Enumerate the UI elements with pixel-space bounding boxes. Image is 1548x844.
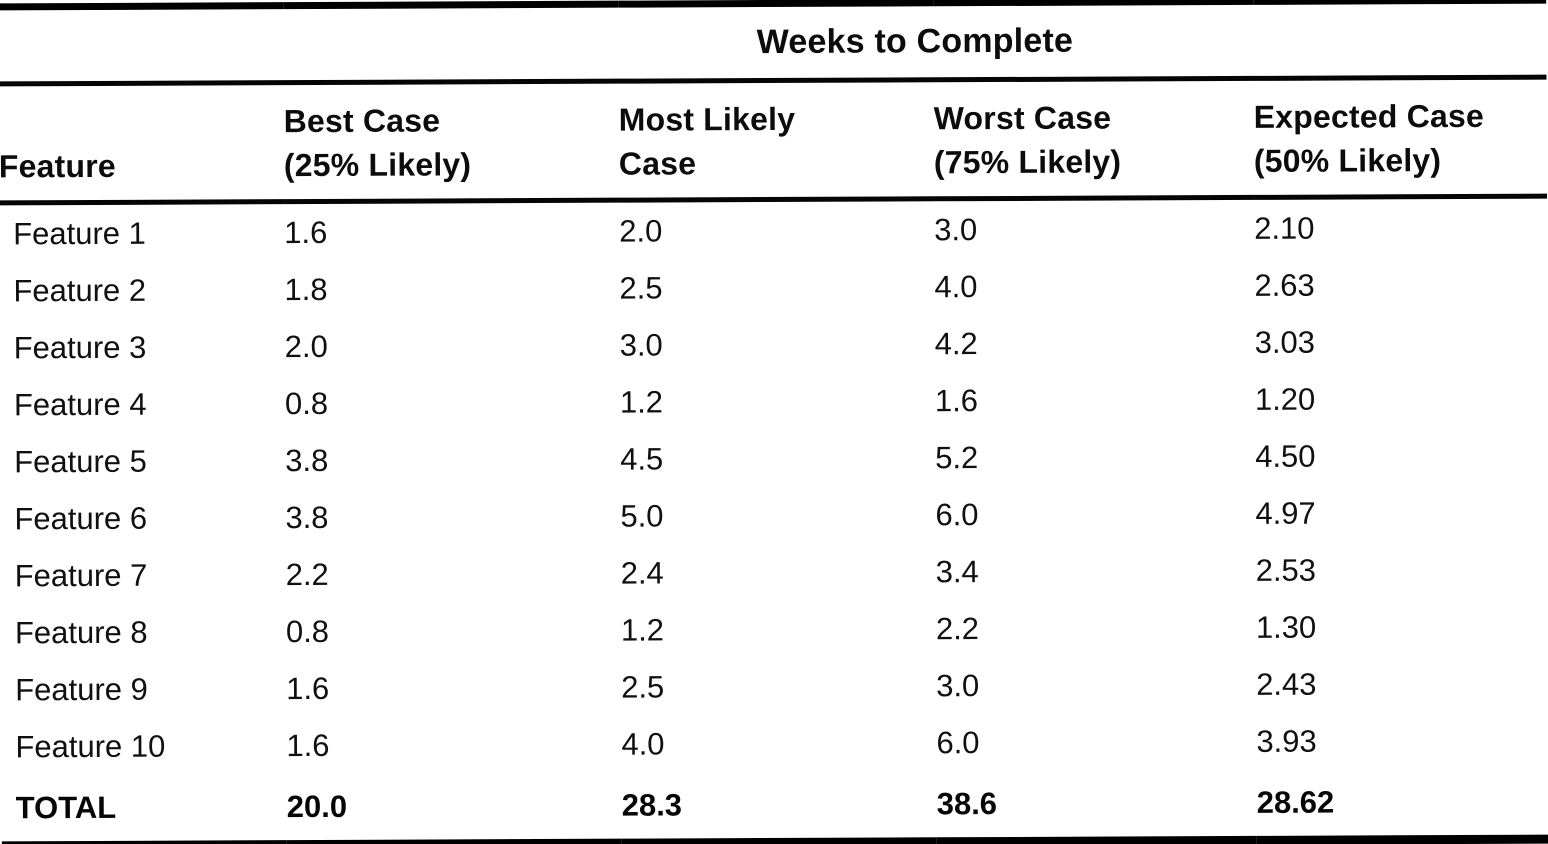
expected-case-cell: 3.03 xyxy=(1254,324,1316,360)
table-row: Feature 2 1.8 2.5 4.0 2.63 xyxy=(0,256,1548,320)
feature-cell: Feature 10 xyxy=(15,728,166,764)
most-likely-cell: 1.2 xyxy=(619,383,664,420)
most-likely-cell: 4.5 xyxy=(620,440,664,477)
total-expected-case-cell: 28.62 xyxy=(1256,768,1548,841)
expected-case-cell: 1.30 xyxy=(1255,609,1317,645)
column-header-label: Worst Case xyxy=(933,99,1112,137)
column-header-label: Feature xyxy=(0,147,116,185)
feature-cell: Feature 3 xyxy=(13,329,147,365)
table-row: Feature 1 1.6 2.0 3.0 2.10 xyxy=(0,196,1547,262)
total-row: TOTAL 20.0 28.3 38.6 28.62 xyxy=(1,768,1548,844)
total-most-likely-cell: 28.3 xyxy=(621,771,937,844)
best-case-cell: 0.8 xyxy=(284,385,329,421)
worst-case-cell: 3.0 xyxy=(934,211,978,247)
table-row: Feature 6 3.8 5.0 6.0 4.97 xyxy=(0,484,1548,548)
most-likely-cell: 2.5 xyxy=(619,269,663,306)
total-worst-case-cell: 38.6 xyxy=(936,769,1257,842)
column-header-feature: Feature xyxy=(0,82,285,203)
table-row: Feature 4 0.8 1.2 1.6 1.20 xyxy=(0,370,1548,434)
most-likely-cell: 1.2 xyxy=(620,611,665,648)
feature-cell: Feature 6 xyxy=(14,500,148,536)
best-case-cell: 1.6 xyxy=(284,214,328,250)
table-row: Feature 5 3.8 4.5 5.2 4.50 xyxy=(0,427,1548,491)
column-header-sublabel: (25% Likely) xyxy=(283,146,472,184)
table-row: Feature 7 2.2 2.4 3.4 2.53 xyxy=(1,541,1548,605)
column-header-worst-case: Worst Case (75% Likely) xyxy=(933,78,1255,199)
best-case-cell: 2.0 xyxy=(284,328,328,364)
expected-case-cell: 4.50 xyxy=(1255,438,1316,474)
worst-case-cell: 3.4 xyxy=(935,553,979,589)
worst-case-cell: 3.0 xyxy=(936,667,980,703)
expected-case-cell: 2.53 xyxy=(1255,552,1317,588)
expected-case-cell: 2.10 xyxy=(1254,210,1315,246)
total-best-case-cell: 20.0 xyxy=(286,772,622,844)
table-row: Feature 10 1.6 4.0 6.0 3.93 xyxy=(1,712,1548,776)
most-likely-cell: 4.0 xyxy=(621,725,665,762)
expected-case-cell: 3.93 xyxy=(1256,723,1317,759)
best-case-cell: 2.2 xyxy=(285,556,329,592)
column-header-row: Feature Best Case (25% Likely) Most Like… xyxy=(0,77,1548,203)
column-header-sublabel: Case xyxy=(618,145,697,182)
worst-case-cell: 5.2 xyxy=(935,439,979,475)
feature-cell: Feature 4 xyxy=(13,386,147,422)
feature-cell: Feature 7 xyxy=(14,557,148,593)
column-header-sublabel: (50% Likely) xyxy=(1253,142,1442,179)
worst-case-cell: 4.2 xyxy=(934,325,978,361)
feature-cell: Feature 8 xyxy=(14,614,148,650)
column-header-sublabel: (75% Likely) xyxy=(933,143,1122,181)
most-likely-cell: 2.5 xyxy=(621,668,665,705)
table-row: Feature 8 0.8 1.2 2.2 1.30 xyxy=(1,598,1548,662)
feature-cell: Feature 1 xyxy=(13,215,146,251)
column-header-most-likely: Most Likely Case xyxy=(618,79,935,201)
best-case-cell: 1.6 xyxy=(286,727,330,763)
column-header-label: Expected Case xyxy=(1253,97,1485,135)
best-case-cell: 1.8 xyxy=(284,271,328,307)
worst-case-cell: 4.0 xyxy=(934,268,978,304)
best-case-cell: 3.8 xyxy=(285,442,329,478)
expected-case-cell: 2.63 xyxy=(1254,267,1315,303)
best-case-cell: 3.8 xyxy=(285,499,329,535)
spanning-header-row: Weeks to Complete xyxy=(0,0,1547,84)
feature-cell: Feature 2 xyxy=(13,272,147,308)
column-header-best-case: Best Case (25% Likely) xyxy=(283,81,620,202)
most-likely-cell: 3.0 xyxy=(619,326,663,363)
table-title: Weeks to Complete xyxy=(283,0,1547,83)
best-case-cell: 0.8 xyxy=(285,613,330,649)
most-likely-cell: 2.0 xyxy=(619,212,663,249)
worst-case-cell: 2.2 xyxy=(935,610,980,646)
expected-case-cell: 4.97 xyxy=(1255,495,1316,531)
feature-cell: Feature 5 xyxy=(14,443,147,479)
expected-case-cell: 1.20 xyxy=(1254,381,1316,417)
table-row: Feature 9 1.6 2.5 3.0 2.43 xyxy=(1,655,1548,719)
table-row: Feature 3 2.0 3.0 4.2 3.03 xyxy=(0,313,1548,377)
worst-case-cell: 6.0 xyxy=(936,724,980,760)
expected-case-cell: 2.43 xyxy=(1256,666,1317,702)
worst-case-cell: 6.0 xyxy=(935,496,979,532)
column-header-label: Best Case xyxy=(283,102,441,140)
spanning-header-spacer xyxy=(0,5,284,84)
column-header-expected-case: Expected Case (50% Likely) xyxy=(1253,77,1548,198)
most-likely-cell: 5.0 xyxy=(620,497,664,534)
column-header-label: Most Likely xyxy=(618,100,796,138)
worst-case-cell: 1.6 xyxy=(934,382,979,418)
most-likely-cell: 2.4 xyxy=(620,554,664,591)
total-label-cell: TOTAL xyxy=(1,774,287,844)
feature-cell: Feature 9 xyxy=(15,671,148,707)
best-case-cell: 1.6 xyxy=(286,670,330,706)
